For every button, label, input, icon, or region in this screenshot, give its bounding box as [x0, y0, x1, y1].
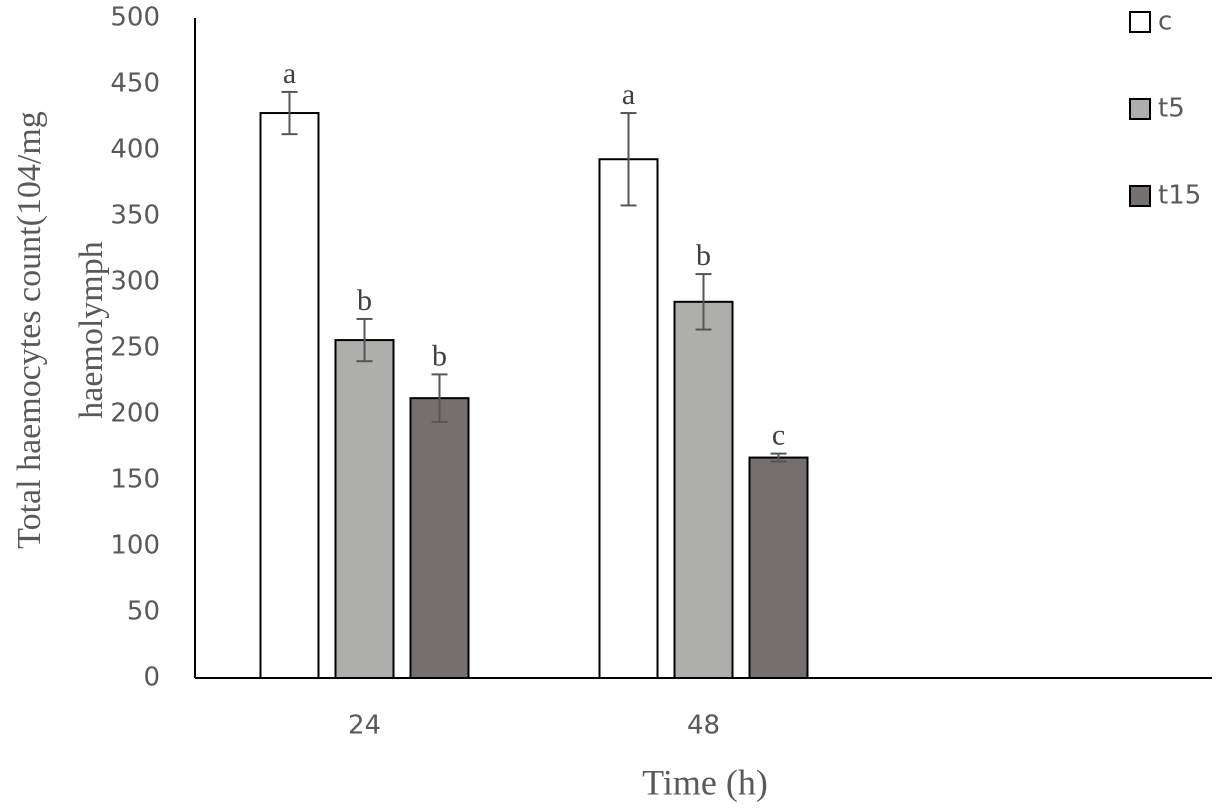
data-label: a	[622, 78, 635, 111]
error-bar	[281, 90, 298, 136]
y-tick-label: 400	[110, 135, 160, 165]
y-axis-label-line: haemolymph	[73, 241, 110, 419]
y-tick-label: 150	[110, 465, 160, 495]
y-tick-label: 450	[110, 69, 160, 99]
y-tick-label: 350	[110, 201, 160, 231]
data-label: b	[432, 339, 447, 372]
bar	[748, 456, 809, 679]
bar	[673, 300, 734, 679]
y-tick-label: 50	[127, 597, 160, 627]
legend-swatch	[1129, 185, 1151, 207]
legend-label: t15	[1158, 181, 1201, 211]
legend-swatch	[1129, 11, 1151, 33]
y-tick-label: 500	[110, 3, 160, 33]
bar	[334, 339, 395, 679]
y-tick-label: 100	[110, 531, 160, 561]
legend-label: c	[1158, 7, 1172, 37]
error-bar	[431, 373, 448, 423]
error-bar	[620, 112, 637, 207]
legend-swatch	[1129, 98, 1151, 120]
error-bar	[695, 273, 712, 331]
x-axis-label: Time (h)	[642, 762, 768, 802]
y-tick-label: 250	[110, 333, 160, 363]
y-axis-label: Total haemocytes count(104/mg haemolymph	[11, 111, 110, 549]
legend-label: t5	[1158, 94, 1185, 124]
data-label: b	[696, 239, 711, 272]
bar	[409, 397, 470, 679]
data-label: b	[357, 284, 372, 317]
data-label: a	[283, 57, 296, 90]
data-label: c	[772, 418, 785, 451]
y-axis-label-line: Total haemocytes count(104/mg	[11, 111, 48, 549]
y-tick-label: 0	[143, 663, 160, 693]
x-tick-label: 48	[687, 711, 720, 741]
error-bar	[356, 317, 373, 363]
bar	[259, 112, 320, 680]
bar	[598, 158, 659, 680]
y-tick-label: 200	[110, 399, 160, 429]
x-tick-label: 24	[348, 711, 381, 741]
y-tick-label: 300	[110, 267, 160, 297]
error-bar	[770, 452, 787, 463]
